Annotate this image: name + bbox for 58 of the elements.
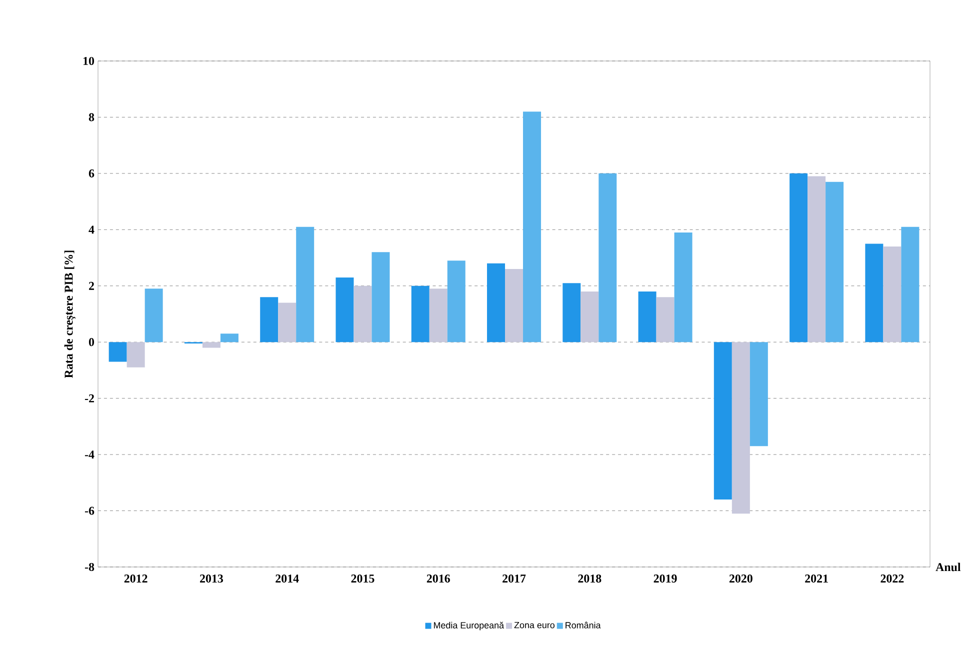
y-tick-label: -4	[84, 450, 94, 458]
bar	[732, 342, 750, 514]
x-tick-label: 2020	[729, 574, 752, 583]
x-tick-label: 2015	[351, 574, 374, 583]
bar	[411, 286, 430, 342]
bar	[372, 252, 390, 342]
x-tick-label: 2016	[426, 574, 450, 583]
bar	[901, 226, 920, 342]
bar	[447, 260, 466, 342]
x-tick-label: 2013	[200, 574, 224, 583]
y-tick-label: 6	[88, 169, 94, 178]
bar	[808, 176, 826, 342]
bar	[562, 283, 581, 342]
x-tick-label: 2019	[654, 574, 677, 583]
x-tick-label: 2017	[502, 574, 526, 583]
bar	[883, 246, 902, 342]
y-axis-title: Rata de creștere PIB [%]	[64, 250, 76, 378]
bar	[750, 342, 768, 446]
y-tick-label: 0	[88, 338, 94, 346]
x-tick-label: 2018	[578, 574, 602, 583]
y-tick-label: -2	[84, 394, 94, 402]
bar	[714, 342, 732, 500]
legend-label: Zona euro	[514, 622, 555, 628]
legend-label: Media Europeană	[434, 622, 504, 630]
bar	[336, 277, 354, 342]
bar	[826, 182, 844, 342]
y-tick-label: 8	[88, 113, 94, 122]
bar	[354, 286, 372, 342]
bar	[202, 342, 220, 348]
y-tick-label: 2	[89, 282, 94, 290]
y-tick-label: 4	[88, 226, 94, 234]
bar	[220, 334, 238, 342]
bar	[598, 173, 617, 342]
bar	[487, 263, 506, 342]
y-tick-label: 10	[83, 56, 94, 66]
bar	[126, 342, 145, 368]
x-tick-label: 2012	[124, 574, 148, 583]
bar	[260, 297, 278, 342]
x-tick-label: 2022	[880, 574, 904, 583]
bar	[638, 292, 656, 342]
bar	[523, 112, 542, 342]
x-tick-label: 2014	[276, 574, 299, 583]
bar	[505, 269, 524, 342]
bar	[296, 226, 314, 342]
bar	[790, 173, 808, 342]
bar	[278, 302, 296, 342]
y-tick-label: -8	[84, 562, 94, 572]
bar	[144, 288, 163, 342]
bar	[656, 297, 674, 342]
x-tick-label: 2021	[805, 574, 828, 583]
legend-label: România	[566, 622, 601, 628]
bar	[865, 244, 884, 342]
bar	[429, 288, 448, 342]
bar	[674, 232, 692, 342]
bar	[108, 342, 127, 362]
y-tick-label: -6	[84, 506, 94, 515]
bar	[580, 292, 599, 342]
x-axis-title: Anul	[936, 562, 961, 572]
